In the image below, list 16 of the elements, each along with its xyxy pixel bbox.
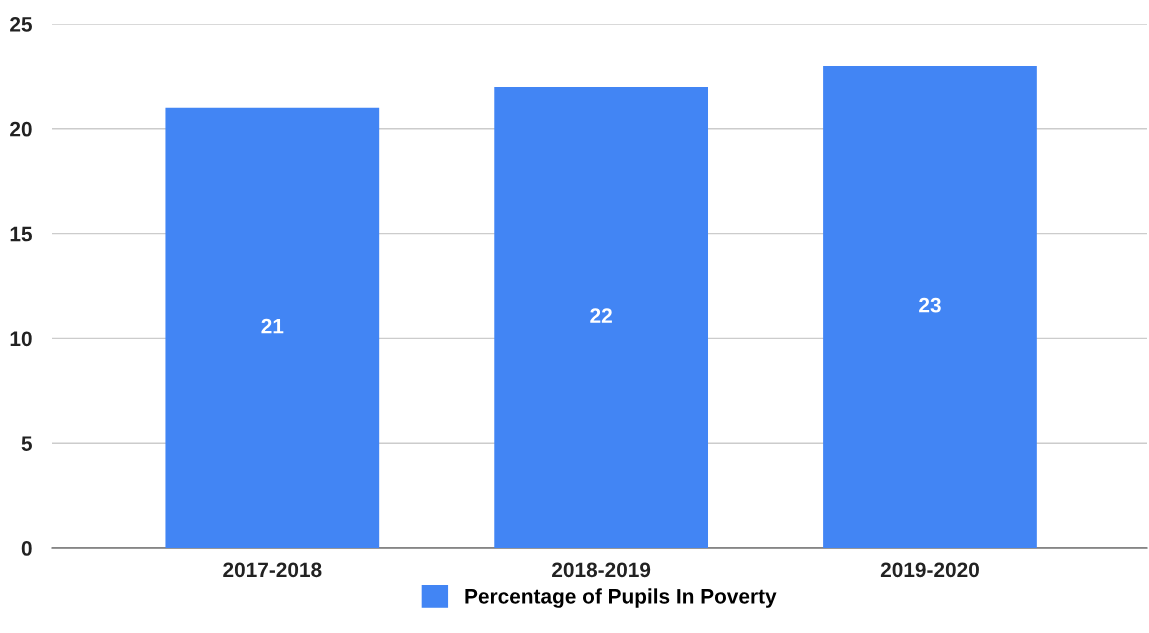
x-tick-label: 2018-2019 <box>552 562 651 578</box>
data-label: 22 <box>590 308 612 323</box>
bar <box>823 65 1037 548</box>
y-tick-label: 20 <box>10 121 32 137</box>
y-tick-label: 0 <box>21 541 32 556</box>
bar <box>494 86 709 548</box>
data-label: 21 <box>261 318 284 334</box>
data-label: 23 <box>919 297 941 313</box>
y-tick-label: 5 <box>21 436 32 451</box>
bar <box>165 107 380 548</box>
x-tick-label: 2017-2018 <box>223 562 322 578</box>
y-tick-label: 15 <box>10 226 32 242</box>
y-tick-label: 25 <box>10 17 32 32</box>
x-tick-label: 2019-2020 <box>880 562 979 578</box>
y-tick-label: 10 <box>10 331 32 347</box>
legend-label: Percentage of Pupils In Poverty <box>465 588 777 608</box>
